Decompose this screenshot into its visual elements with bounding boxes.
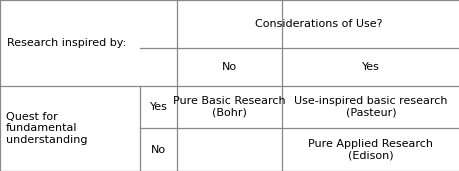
Text: No: No	[151, 145, 166, 155]
Text: No: No	[222, 62, 236, 72]
Text: Considerations of Use?: Considerations of Use?	[254, 19, 381, 29]
Text: Use-inspired basic research
(Pasteur): Use-inspired basic research (Pasteur)	[294, 96, 447, 118]
Text: Yes: Yes	[361, 62, 379, 72]
Text: Pure Basic Research
(Bohr): Pure Basic Research (Bohr)	[173, 96, 285, 118]
Text: Research inspired by:: Research inspired by:	[7, 38, 126, 48]
Text: Pure Applied Research
(Edison): Pure Applied Research (Edison)	[308, 139, 432, 160]
Text: Quest for
fundamental
understanding: Quest for fundamental understanding	[6, 112, 87, 145]
Text: Yes: Yes	[150, 102, 167, 112]
